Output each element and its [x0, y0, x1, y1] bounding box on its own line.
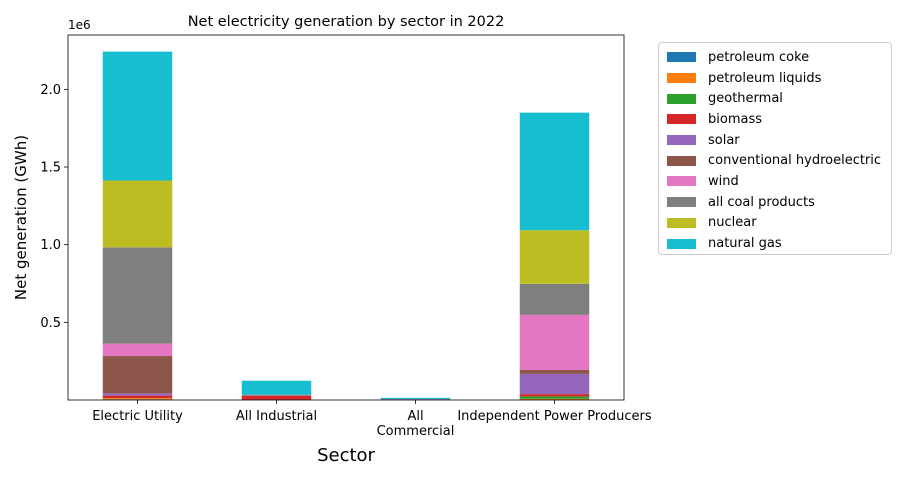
bar-conventional-hydroelectric-3: [519, 370, 590, 374]
bar-conventional-hydroelectric-0: [102, 356, 173, 394]
bar-petroleum-liquids-3: [519, 398, 590, 400]
y-tick-label: 2.0: [40, 83, 61, 98]
x-axis-ticks: Electric Utility All Industrial All Commerc…: [92, 400, 652, 439]
bar-wind-3: [519, 314, 590, 371]
plot-frame: [67, 34, 625, 401]
legend-item-geothermal: geothermal: [667, 88, 883, 109]
bar-biomass-1: [241, 395, 312, 400]
legend-label: petroleum coke: [708, 49, 810, 65]
bar-all-coal-products-3: [519, 283, 590, 315]
legend: petroleum coke petroleum liquids geotherma…: [658, 42, 892, 255]
legend-swatch: [667, 135, 696, 146]
legend-label: all coal products: [708, 194, 815, 210]
bar-biomass-3: [519, 394, 590, 397]
legend-swatch: [667, 197, 696, 208]
x-axis-label: Sector: [317, 445, 375, 466]
legend-label: nuclear: [708, 215, 757, 231]
x-tick-label: Independent Power Producers: [457, 409, 652, 424]
y-tick-label: 1.5: [40, 161, 61, 176]
bar-natural-gas-1: [241, 380, 312, 395]
legend-swatch: [667, 217, 696, 228]
legend-swatch: [667, 93, 696, 104]
bar-wind-0: [102, 343, 173, 357]
legend-label: petroleum liquids: [708, 70, 822, 86]
legend-swatch: [667, 114, 696, 125]
x-tick-label: All Commercial: [377, 409, 455, 439]
x-tick-label: All Industrial: [236, 409, 317, 424]
bar-all-coal-products-0: [102, 247, 173, 344]
y-axis-label: Net generation (GWh): [12, 135, 30, 300]
bar-solar-3: [519, 373, 590, 395]
y-tick-label: 0.5: [40, 316, 61, 331]
chart-title: Net electricity generation by sector in …: [188, 14, 505, 30]
legend-label: solar: [708, 132, 740, 148]
bar-petroleum-liquids-0: [102, 398, 173, 400]
bars-layer: [102, 51, 590, 400]
bar-solar-0: [102, 393, 173, 396]
legend-swatch: [667, 73, 696, 84]
legend-swatch: [667, 155, 696, 166]
legend-swatch: [667, 238, 696, 249]
legend-item-all-coal-products: all coal products: [667, 192, 883, 213]
legend-item-solar: solar: [667, 130, 883, 151]
legend-item-nuclear: nuclear: [667, 213, 883, 234]
bar-natural-gas-0: [102, 51, 173, 181]
legend-label: geothermal: [708, 91, 783, 107]
legend-label: natural gas: [708, 236, 782, 252]
y-tick-label: 1.0: [40, 238, 61, 253]
x-tick-label: Electric Utility: [92, 409, 183, 424]
y-axis-scale-label: 1e6: [68, 18, 91, 32]
legend-swatch: [667, 176, 696, 187]
legend-item-petroleum-liquids: petroleum liquids: [667, 68, 883, 89]
legend-label: biomass: [708, 111, 762, 127]
bar-biomass-0: [102, 395, 173, 398]
bar-natural-gas-2: [380, 397, 451, 400]
legend-label: wind: [708, 173, 739, 189]
bar-nuclear-0: [102, 180, 173, 248]
bar-geothermal-3: [519, 396, 590, 399]
legend-item-natural-gas: natural gas: [667, 233, 883, 254]
legend-item-petroleum-coke: petroleum coke: [667, 47, 883, 68]
legend-item-wind: wind: [667, 171, 883, 192]
bar-nuclear-3: [519, 230, 590, 284]
y-axis-ticks: 0.5 1.0 1.5 2.0: [40, 83, 68, 331]
legend-label: conventional hydroelectric: [708, 153, 882, 169]
bar-natural-gas-3: [519, 112, 590, 231]
legend-swatch: [667, 52, 696, 63]
legend-item-conventional-hydroelectric: conventional hydroelectric: [667, 150, 883, 171]
legend-item-biomass: biomass: [667, 109, 883, 130]
